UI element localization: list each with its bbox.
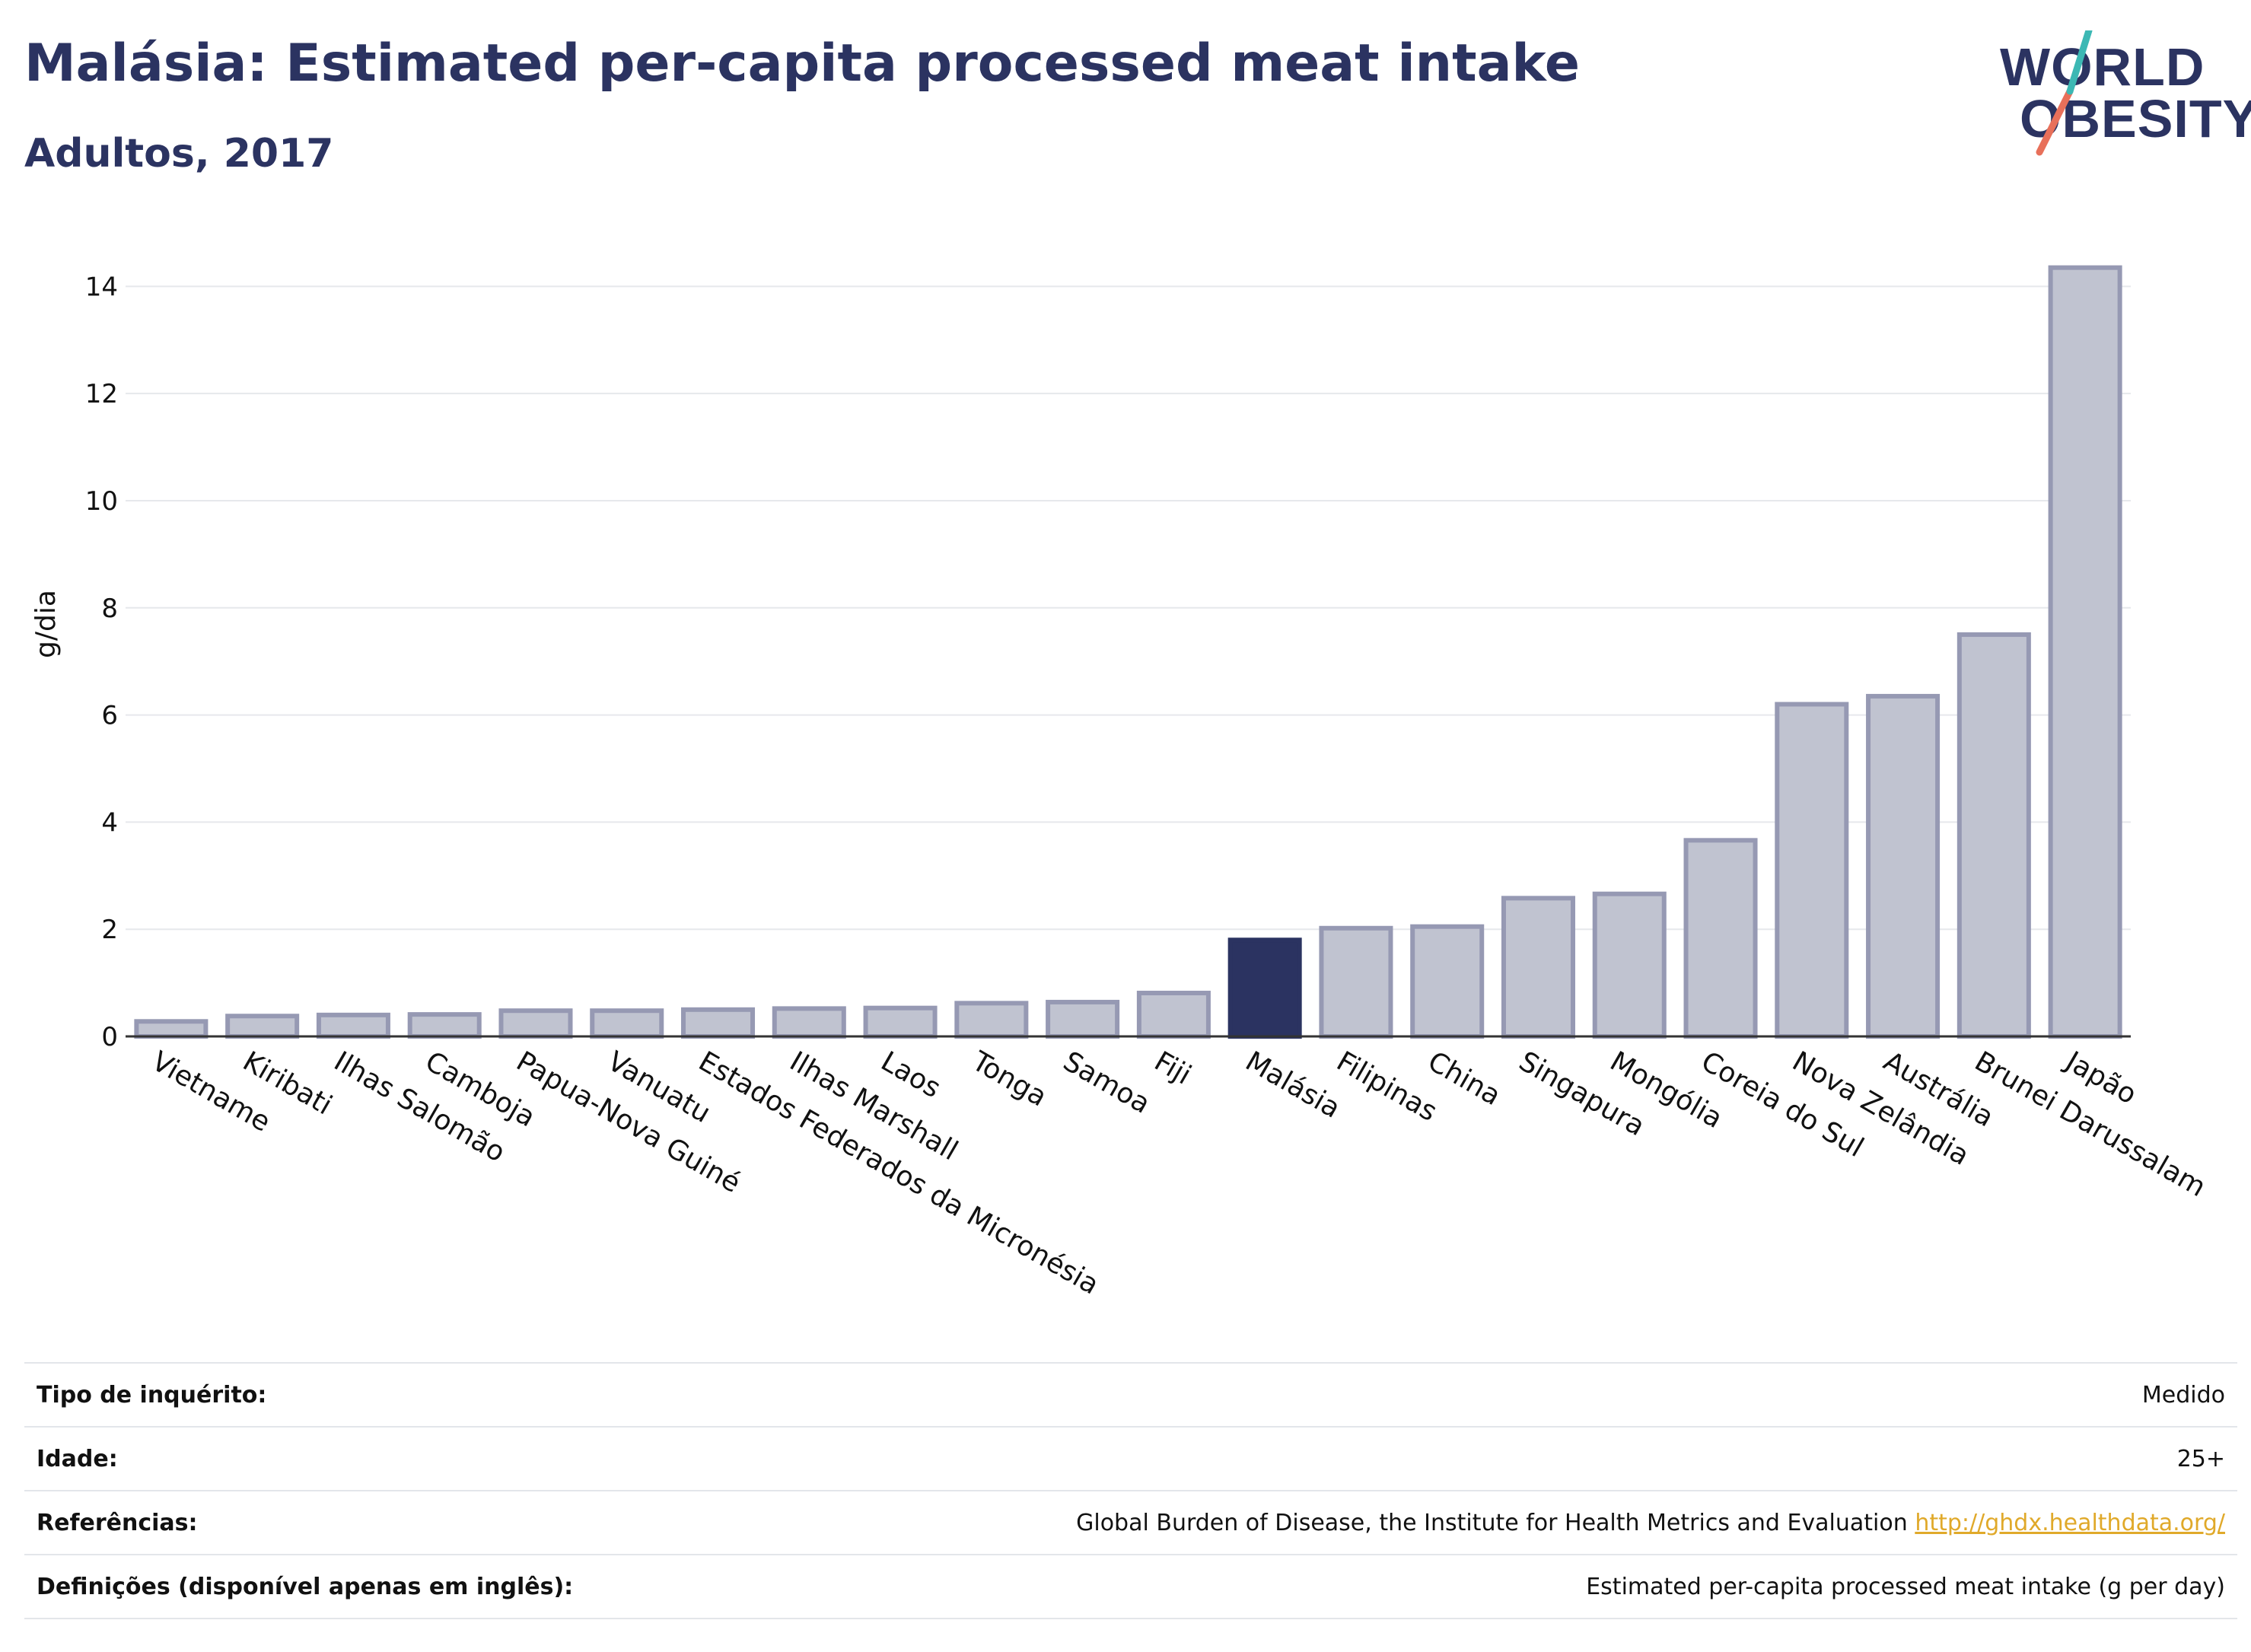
bar-mong-lia [1592, 891, 1667, 1039]
info-value: 25+ [2176, 1445, 2225, 1472]
bar-coreia-do-sul [1683, 838, 1758, 1039]
y-tick-label: 10 [85, 486, 118, 517]
y-tick-label: 2 [101, 915, 118, 945]
x-tick-label: Fiji [1149, 1046, 1196, 1091]
bar-nova-zel-ndia [1775, 702, 1849, 1039]
info-value: Estimated per-capita processed meat inta… [1586, 1573, 2225, 1600]
y-tick-label: 0 [101, 1022, 118, 1052]
bar-ilhas-marshall [772, 1006, 846, 1039]
y-tick-label: 4 [101, 807, 118, 838]
bar-camboja [407, 1012, 482, 1039]
info-label: Idade: [37, 1445, 118, 1472]
info-label: Tipo de inquérito: [37, 1381, 267, 1408]
chart-subtitle: Adultos, 2017 [24, 131, 334, 177]
logo-slash-icon [2036, 30, 2093, 156]
x-tick-label: Tonga [966, 1046, 1052, 1113]
bar-mal-sia [1227, 937, 1302, 1039]
bars [134, 265, 2122, 1039]
y-tick-label: 14 [85, 272, 118, 302]
bar-vanuatu [590, 1008, 664, 1039]
info-value: Medido [2141, 1381, 2225, 1408]
bar-ilhas-salom-o [316, 1012, 390, 1039]
info-value: Global Burden of Disease, the Institute … [1076, 1510, 2237, 1536]
bar-tonga [954, 1001, 1029, 1039]
y-tick-label: 8 [101, 594, 118, 624]
bar-singapura [1501, 896, 1575, 1039]
x-tick-label: Samoa [1058, 1046, 1155, 1120]
bar-brunei-darussalam [1956, 632, 2031, 1039]
bar-vietname [134, 1019, 209, 1039]
bar-samoa [1046, 999, 1120, 1039]
bar-china [1410, 924, 1485, 1039]
bar-austr-lia [1866, 693, 1941, 1039]
logo-line-1: WORLD [2000, 37, 2205, 97]
info-table: Tipo de inquérito: Medido Idade: 25+ Ref… [24, 1362, 2237, 1619]
y-tick-label: 6 [101, 701, 118, 731]
info-row-survey-type: Tipo de inquérito: Medido [24, 1362, 2237, 1426]
x-tick-label: Filipinas [1331, 1046, 1442, 1128]
y-axis-ticks: 0 2 4 6 8 10 12 14 [85, 272, 118, 1052]
info-label: Definições (disponível apenas em inglês)… [37, 1573, 574, 1600]
bar-fiji [1136, 990, 1211, 1039]
world-obesity-logo: WORLD OBESITY [1994, 30, 2251, 160]
bar-estados-federados-da-micron-sia [681, 1007, 756, 1039]
chart-title: Malásia: Estimated per-capita processed … [24, 33, 1580, 94]
info-row-age: Idade: 25+ [24, 1426, 2237, 1490]
bar-laos [863, 1005, 938, 1039]
info-row-references: Referências: Global Burden of Disease, t… [24, 1490, 2237, 1554]
bar-kiribati [225, 1014, 300, 1039]
x-tick-label: Malásia [1240, 1046, 1345, 1125]
info-label: Referências: [37, 1509, 198, 1536]
y-axis-label: g/dia [30, 590, 62, 658]
info-row-definitions: Definições (disponível apenas em inglês)… [24, 1554, 2237, 1619]
bar-jap-o [2048, 265, 2122, 1039]
reference-text: Global Burden of Disease, the Institute … [1076, 1509, 1908, 1536]
reference-link[interactable]: http://ghdx.healthdata.org/ [1915, 1509, 2225, 1536]
bar-papua-nova-guin- [498, 1008, 573, 1039]
y-tick-label: 12 [85, 379, 118, 409]
bar-filipinas [1319, 925, 1393, 1039]
